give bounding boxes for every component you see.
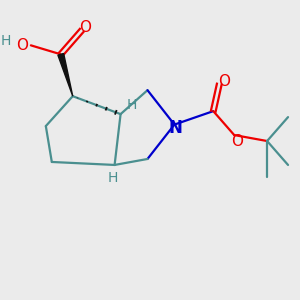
Text: N: N <box>169 118 183 136</box>
Text: O: O <box>79 20 91 35</box>
Text: H: H <box>108 170 118 184</box>
Polygon shape <box>58 53 73 96</box>
Text: O: O <box>231 134 243 148</box>
Text: O: O <box>16 38 28 53</box>
Text: H: H <box>127 98 137 112</box>
Text: H: H <box>0 34 11 48</box>
Text: O: O <box>218 74 230 89</box>
